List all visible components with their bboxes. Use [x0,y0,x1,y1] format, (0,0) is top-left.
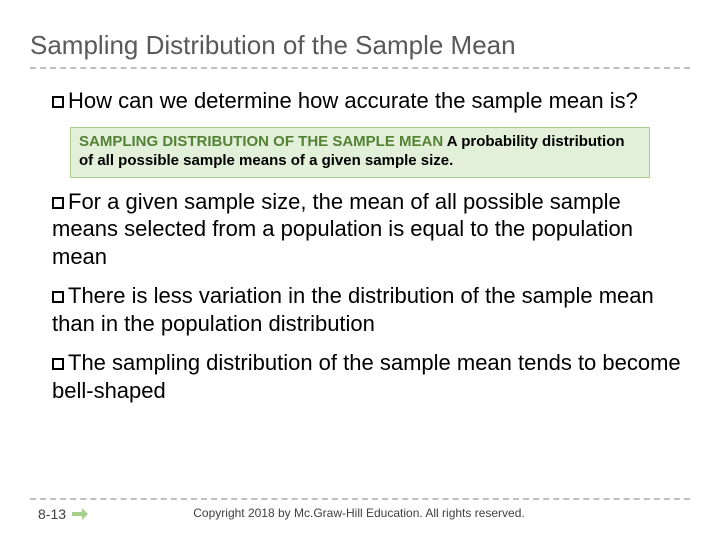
bullet-text: For a given sample size, the mean of all… [52,189,633,269]
footer-row: 8-13 Copyright 2018 by Mc.Graw-Hill Educ… [30,506,690,522]
square-bullet-icon [52,96,64,108]
square-bullet-icon [52,197,64,209]
slide: Sampling Distribution of the Sample Mean… [0,0,720,540]
bullet-text: There is less variation in the distribut… [52,283,654,336]
bullet-item: There is less variation in the distribut… [30,282,690,337]
definition-box: SAMPLING DISTRIBUTION OF THE SAMPLE MEAN… [70,127,650,178]
footer: 8-13 Copyright 2018 by Mc.Graw-Hill Educ… [0,498,720,522]
footer-divider [30,498,690,500]
bullet-text: The sampling distribution of the sample … [52,350,681,403]
bullet-item: For a given sample size, the mean of all… [30,188,690,271]
bullet-text: How can we determine how accurate the sa… [68,88,638,113]
copyright-text: Copyright 2018 by Mc.Graw-Hill Education… [88,506,690,520]
square-bullet-icon [52,358,64,370]
bullet-item: How can we determine how accurate the sa… [30,87,690,115]
slide-title: Sampling Distribution of the Sample Mean [30,30,690,69]
definition-term: SAMPLING DISTRIBUTION OF THE SAMPLE MEAN [79,133,447,150]
square-bullet-icon [52,291,64,303]
arrow-right-icon [72,508,88,520]
bullet-item: The sampling distribution of the sample … [30,349,690,404]
page-number: 8-13 [30,506,66,522]
